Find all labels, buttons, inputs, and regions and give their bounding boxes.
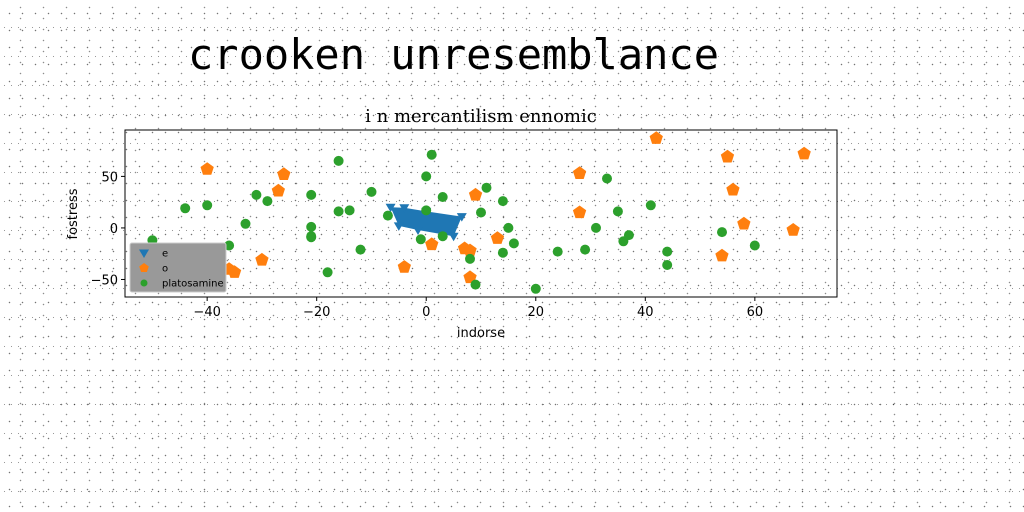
data-point-platosamine bbox=[717, 227, 727, 237]
data-point-o bbox=[425, 237, 438, 250]
data-point-platosamine bbox=[471, 280, 481, 290]
data-point-platosamine bbox=[345, 205, 355, 215]
data-point-e bbox=[413, 227, 423, 236]
data-point-o bbox=[491, 231, 504, 244]
data-point-platosamine bbox=[180, 203, 190, 213]
data-point-o bbox=[201, 162, 214, 175]
x-axis-label: indorse bbox=[457, 326, 505, 341]
data-point-platosamine bbox=[421, 205, 431, 215]
y-tick-label: 0 bbox=[110, 222, 118, 237]
legend-label: e bbox=[162, 249, 168, 260]
data-point-platosamine bbox=[421, 171, 431, 181]
data-point-platosamine bbox=[306, 232, 316, 242]
data-point-platosamine bbox=[498, 196, 508, 206]
data-point-platosamine bbox=[503, 223, 513, 233]
y-tick-label: −50 bbox=[91, 273, 118, 288]
legend-label: platosamine bbox=[162, 279, 224, 290]
data-point-o bbox=[573, 166, 586, 179]
data-point-o bbox=[469, 188, 482, 201]
y-tick-label: 50 bbox=[101, 170, 118, 185]
data-point-platosamine bbox=[367, 187, 377, 197]
data-point-platosamine bbox=[241, 219, 251, 229]
data-point-platosamine bbox=[580, 245, 590, 255]
data-point-platosamine bbox=[482, 183, 492, 193]
data-point-platosamine bbox=[334, 156, 344, 166]
data-point-platosamine bbox=[306, 190, 316, 200]
data-point-o bbox=[787, 223, 800, 236]
data-point-o bbox=[721, 150, 734, 163]
data-point-platosamine bbox=[306, 222, 316, 232]
data-point-o bbox=[398, 260, 411, 273]
data-point-o bbox=[255, 253, 268, 266]
chart-title: i n mercantilism ennomic bbox=[365, 106, 597, 127]
data-point-platosamine bbox=[383, 211, 393, 221]
data-point-platosamine bbox=[531, 284, 541, 294]
data-point-platosamine bbox=[416, 234, 426, 244]
data-point-o bbox=[715, 249, 728, 262]
legend-marker-platosamine bbox=[141, 280, 148, 287]
x-tick-label: −20 bbox=[303, 305, 330, 320]
data-point-platosamine bbox=[438, 231, 448, 241]
data-point-platosamine bbox=[602, 174, 612, 184]
data-point-o bbox=[573, 206, 586, 219]
data-point-o bbox=[798, 147, 811, 160]
data-point-platosamine bbox=[750, 241, 760, 251]
x-tick-label: 40 bbox=[637, 305, 654, 320]
x-tick-label: −40 bbox=[193, 305, 220, 320]
data-point-o bbox=[726, 183, 739, 196]
legend-label: o bbox=[162, 264, 168, 275]
data-point-platosamine bbox=[509, 238, 519, 248]
legend: eo platosamine bbox=[130, 243, 226, 292]
data-point-o bbox=[650, 131, 663, 144]
data-point-platosamine bbox=[624, 230, 634, 240]
data-point-platosamine bbox=[323, 267, 333, 277]
data-point-o bbox=[272, 184, 285, 197]
data-point-platosamine bbox=[662, 260, 672, 270]
data-point-platosamine bbox=[438, 192, 448, 202]
data-point-platosamine bbox=[465, 254, 475, 264]
data-point-e bbox=[394, 222, 404, 231]
data-point-platosamine bbox=[553, 247, 563, 257]
data-point-platosamine bbox=[202, 200, 212, 210]
data-point-platosamine bbox=[646, 200, 656, 210]
data-point-platosamine bbox=[591, 223, 601, 233]
data-point-platosamine bbox=[427, 150, 437, 160]
data-point-platosamine bbox=[334, 206, 344, 216]
data-point-platosamine bbox=[498, 248, 508, 258]
data-point-o bbox=[277, 167, 290, 180]
x-tick-label: 20 bbox=[527, 305, 544, 320]
data-point-platosamine bbox=[356, 245, 366, 255]
x-tick-label: 0 bbox=[422, 305, 430, 320]
data-point-platosamine bbox=[662, 247, 672, 257]
data-point-o bbox=[737, 217, 750, 230]
data-point-platosamine bbox=[251, 190, 261, 200]
y-axis-label: fostress bbox=[66, 188, 81, 239]
data-point-platosamine bbox=[476, 208, 486, 218]
data-point-platosamine bbox=[613, 206, 623, 216]
x-tick-label: 60 bbox=[747, 305, 764, 320]
data-point-e bbox=[449, 233, 459, 242]
data-point-platosamine bbox=[262, 196, 272, 206]
plot-area bbox=[147, 131, 810, 294]
